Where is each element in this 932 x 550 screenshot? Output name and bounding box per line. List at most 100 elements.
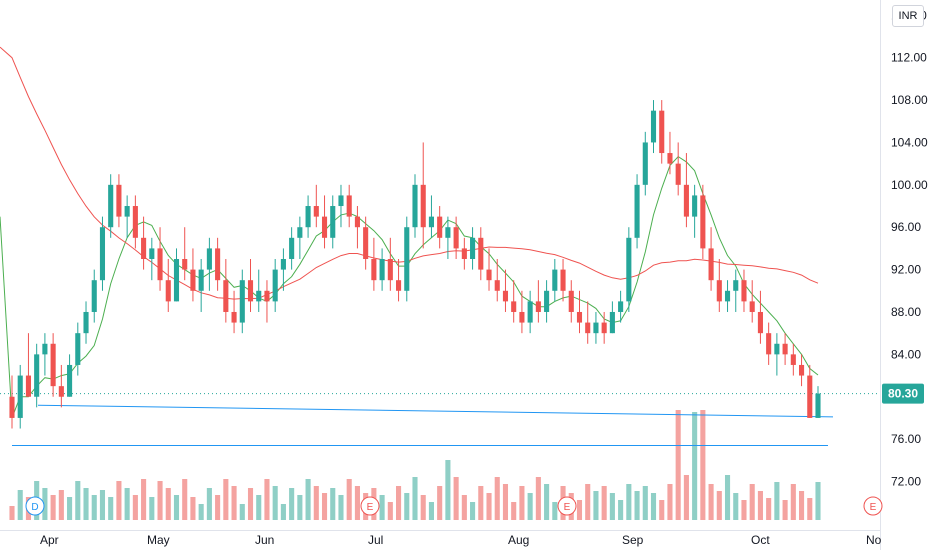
candle-body[interactable] — [544, 290, 550, 312]
candle-body[interactable] — [470, 237, 476, 259]
candle-body[interactable] — [157, 248, 163, 281]
candle-body[interactable] — [247, 280, 254, 302]
candle-body[interactable] — [585, 322, 591, 334]
candle-body[interactable] — [396, 280, 402, 291]
candle-body[interactable] — [519, 311, 525, 323]
candle-body[interactable] — [165, 280, 171, 302]
candle-body[interactable] — [799, 364, 805, 376]
candle-body[interactable] — [354, 216, 360, 228]
event-marker[interactable] — [557, 496, 577, 516]
candle-body[interactable] — [790, 354, 796, 365]
candle-body[interactable] — [511, 301, 517, 312]
candle-body[interactable] — [692, 195, 698, 217]
candle-body[interactable] — [379, 259, 385, 281]
candle-body[interactable] — [149, 248, 155, 259]
candle-body[interactable] — [552, 269, 558, 291]
candle-body[interactable] — [437, 216, 443, 238]
candle-body[interactable] — [264, 290, 270, 302]
candle-body[interactable] — [774, 343, 780, 355]
candle-body[interactable] — [560, 269, 566, 291]
candle-body[interactable] — [675, 163, 681, 185]
candle-body[interactable] — [650, 110, 657, 143]
candle-body[interactable] — [757, 311, 763, 334]
candle-body[interactable] — [25, 375, 31, 397]
candle-body[interactable] — [741, 280, 747, 302]
candle-body[interactable] — [91, 280, 97, 312]
candle-body[interactable] — [190, 269, 196, 291]
candle-body[interactable] — [724, 290, 731, 302]
candle-body[interactable] — [239, 280, 245, 323]
candle-body[interactable] — [766, 333, 772, 355]
candle-body[interactable] — [75, 333, 81, 365]
candle-body[interactable] — [659, 110, 665, 154]
event-marker[interactable] — [863, 496, 883, 516]
candle-body[interactable] — [601, 322, 607, 334]
candle-body[interactable] — [182, 259, 188, 270]
candle-body[interactable] — [733, 280, 739, 291]
candle-body[interactable] — [502, 290, 509, 302]
candle-body[interactable] — [420, 184, 426, 228]
candle-body[interactable] — [116, 184, 122, 217]
currency-label[interactable]: INR — [892, 5, 924, 27]
candle-body[interactable] — [198, 269, 204, 291]
candle-body[interactable] — [716, 280, 722, 302]
candle-body[interactable] — [132, 206, 138, 238]
candle-body[interactable] — [568, 290, 574, 312]
candle-body[interactable] — [17, 375, 23, 418]
candle-body[interactable] — [700, 195, 706, 249]
candle-body[interactable] — [461, 248, 467, 259]
candle-body[interactable] — [412, 184, 418, 228]
candle-body[interactable] — [321, 216, 328, 238]
candle-body[interactable] — [215, 248, 221, 281]
candle-body[interactable] — [58, 386, 64, 397]
candle-body[interactable] — [346, 195, 352, 217]
candle-body[interactable] — [453, 227, 459, 249]
candle-body[interactable] — [50, 343, 56, 387]
candle-body[interactable] — [141, 237, 147, 259]
candle-body[interactable] — [108, 184, 114, 228]
candle-body[interactable] — [478, 237, 484, 270]
candle-body[interactable] — [749, 301, 755, 312]
candle-body[interactable] — [626, 237, 632, 302]
candle-body[interactable] — [609, 311, 615, 334]
candle-body[interactable] — [387, 259, 393, 281]
candle-body[interactable] — [667, 153, 673, 164]
candle-body[interactable] — [272, 269, 278, 302]
support-trendline[interactable] — [37, 404, 834, 418]
candle-body[interactable] — [371, 259, 377, 281]
candle-body[interactable] — [593, 322, 599, 334]
candle-body[interactable] — [297, 227, 303, 238]
candle-body[interactable] — [708, 248, 714, 281]
candle-body[interactable] — [445, 227, 451, 238]
candle-body[interactable] — [231, 311, 237, 323]
candle-body[interactable] — [634, 184, 640, 238]
candle-body[interactable] — [642, 142, 648, 185]
event-marker[interactable] — [25, 496, 45, 516]
candle-body[interactable] — [67, 364, 73, 397]
candle-body[interactable] — [815, 393, 821, 418]
candle-body[interactable] — [124, 206, 130, 217]
candle-body[interactable] — [428, 216, 434, 228]
candle-body[interactable] — [223, 280, 229, 312]
candle-body[interactable] — [338, 195, 344, 207]
candle-body[interactable] — [535, 301, 541, 312]
candle-body[interactable] — [363, 227, 369, 259]
candle-body[interactable] — [9, 396, 15, 418]
candle-body[interactable] — [782, 343, 788, 355]
candle-body[interactable] — [527, 301, 533, 323]
candle-body[interactable] — [807, 375, 813, 418]
candle-body[interactable] — [173, 259, 180, 302]
event-marker[interactable] — [360, 496, 380, 516]
candle-body[interactable] — [404, 227, 410, 291]
candle-body[interactable] — [256, 290, 262, 302]
candle-body[interactable] — [305, 206, 311, 228]
candle-body[interactable] — [206, 248, 212, 270]
candle-body[interactable] — [289, 237, 295, 259]
candle-body[interactable] — [83, 311, 89, 334]
candle-body[interactable] — [486, 269, 492, 281]
candle-body[interactable] — [494, 280, 500, 291]
candle-body[interactable] — [280, 259, 286, 270]
candle-body[interactable] — [99, 227, 106, 281]
candle-body[interactable] — [618, 301, 624, 312]
